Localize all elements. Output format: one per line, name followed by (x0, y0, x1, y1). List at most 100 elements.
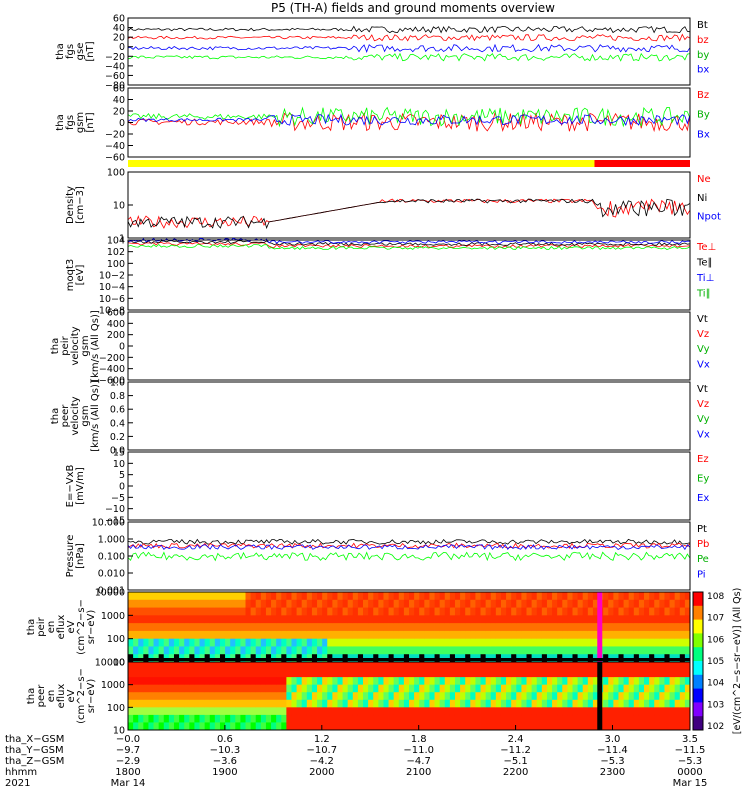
spectrogram-cell (245, 692, 252, 701)
spectrogram-cell (332, 615, 338, 624)
spectrogram-cell (444, 646, 451, 655)
spectrogram-cell (322, 692, 328, 701)
spectrogram-cell (235, 707, 241, 716)
spectrogram-cell (368, 707, 374, 716)
spectrogram-cell (128, 714, 134, 723)
panel-peir_spec: 10000100010010thapeirenefluxeV(cm^2−s−sr… (26, 588, 691, 669)
spectrogram-cell (260, 669, 267, 678)
spectrogram-cell (219, 592, 226, 601)
spectrogram-cell (383, 592, 389, 601)
series-line-Ni (127, 198, 691, 230)
spectrogram-cell (388, 707, 395, 716)
spectrogram-cell (194, 714, 200, 723)
spectrogram-cell (618, 615, 624, 624)
spectrogram-cell (173, 684, 180, 693)
spectrogram-cell (184, 599, 190, 608)
colorbar-cell (693, 615, 703, 618)
spectrogram-cell (470, 599, 476, 608)
colorbar-label: [eV/(cm^2−s−sr−eV)] (All Qs) (732, 588, 743, 735)
spectrogram-cell (567, 592, 573, 601)
spectrogram-cell (250, 669, 257, 678)
panel-pressure: PtPbPePi10.0001.0000.1000.0100.001Pressu… (65, 518, 709, 597)
spectrogram-cell (465, 646, 471, 655)
spectrogram-cell (511, 669, 517, 678)
spectrogram-cell (674, 638, 681, 647)
spectrogram-cell (352, 662, 359, 670)
spectrogram-cell (618, 684, 624, 693)
spectrogram-cell (659, 699, 665, 708)
spectrogram-cell (301, 662, 308, 670)
spectrogram-cell (516, 669, 522, 678)
spectrogram-cell (526, 677, 533, 686)
spectrogram-cell (603, 714, 609, 723)
spectrogram-cell (286, 607, 292, 616)
spectrogram-cell (281, 707, 287, 716)
spectrogram-cell (230, 592, 236, 601)
spectrogram-cell (219, 722, 226, 731)
spectrogram-cell (179, 714, 185, 723)
spectrogram-cell (659, 669, 665, 678)
spectrogram-cell (255, 607, 262, 616)
spectrogram-cell (225, 623, 231, 632)
spectrogram-cell (536, 684, 543, 693)
spectrogram-cell (557, 607, 563, 616)
spectrogram-cell (317, 662, 323, 670)
spectrogram-cell (138, 707, 144, 716)
spectrogram-cell (546, 599, 553, 608)
spectrogram-cell (429, 646, 435, 655)
y-tick-label: 102 (107, 247, 125, 258)
y-axis-label-line: velocity (70, 326, 81, 365)
spectrogram-cell (378, 623, 384, 632)
spectrogram-cell (511, 615, 517, 624)
spectrogram-cell (490, 707, 497, 716)
spectrogram-cell (521, 646, 527, 655)
spectrogram-cell (674, 699, 681, 708)
spectrogram-cell (536, 662, 543, 670)
spectrogram-cell (465, 669, 471, 678)
spectrogram-cell (168, 677, 175, 686)
y-axis-label-line: sr−eV) (86, 679, 97, 714)
spectrogram-cell (664, 607, 670, 616)
spectrogram-cell (460, 599, 466, 608)
spectrogram-cell (209, 592, 216, 601)
spectrogram-cell (654, 638, 660, 647)
spectrogram-cell (327, 599, 333, 608)
spectrogram-cell (679, 623, 686, 632)
spectrogram-cell (388, 714, 395, 723)
spectrogram-cell (296, 646, 303, 655)
spectrogram-cell (347, 638, 354, 647)
spectrogram-cell (383, 646, 389, 655)
spectrogram-cell (286, 592, 292, 601)
spectrogram-cell (562, 669, 568, 678)
spectrogram-cell (480, 592, 487, 601)
spectrogram-cell (138, 714, 144, 723)
spectrogram-cell (623, 599, 630, 608)
spectrogram-cell (378, 684, 384, 693)
spectrogram-cell (306, 722, 313, 731)
spectrogram-cell (281, 592, 287, 601)
spectrogram-cell (342, 692, 349, 701)
spectrogram-cell (500, 599, 507, 608)
spectrogram-cell (409, 630, 415, 640)
spectrogram-cell (541, 714, 548, 723)
spectrogram-cell (495, 699, 502, 708)
x-tick-label: −10.3 (210, 745, 241, 756)
spectrogram-cell (480, 615, 487, 624)
spectrogram-cell (577, 662, 584, 670)
spectrogram-cell (240, 707, 246, 716)
spectrogram-cell (173, 615, 180, 624)
spectrogram-cell (271, 684, 277, 693)
spectrogram-cell (536, 607, 543, 616)
spectrogram-cell (623, 692, 630, 701)
spectrogram-cell (306, 714, 313, 723)
spectrogram-cell (255, 669, 262, 678)
spectrogram-cell (184, 714, 190, 723)
spectrogram-cell (204, 699, 211, 708)
spectrogram-cell (189, 692, 195, 701)
spectrogram-cell (368, 722, 374, 731)
spectrogram-cell (633, 599, 640, 608)
spectrogram-cell (557, 646, 563, 655)
y-axis-label-line: velocity (70, 396, 81, 435)
spectrogram-cell (628, 707, 635, 716)
spectrogram-cell (490, 630, 497, 640)
